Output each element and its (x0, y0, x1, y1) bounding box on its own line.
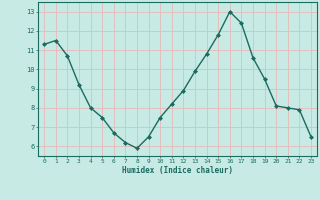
X-axis label: Humidex (Indice chaleur): Humidex (Indice chaleur) (122, 166, 233, 175)
